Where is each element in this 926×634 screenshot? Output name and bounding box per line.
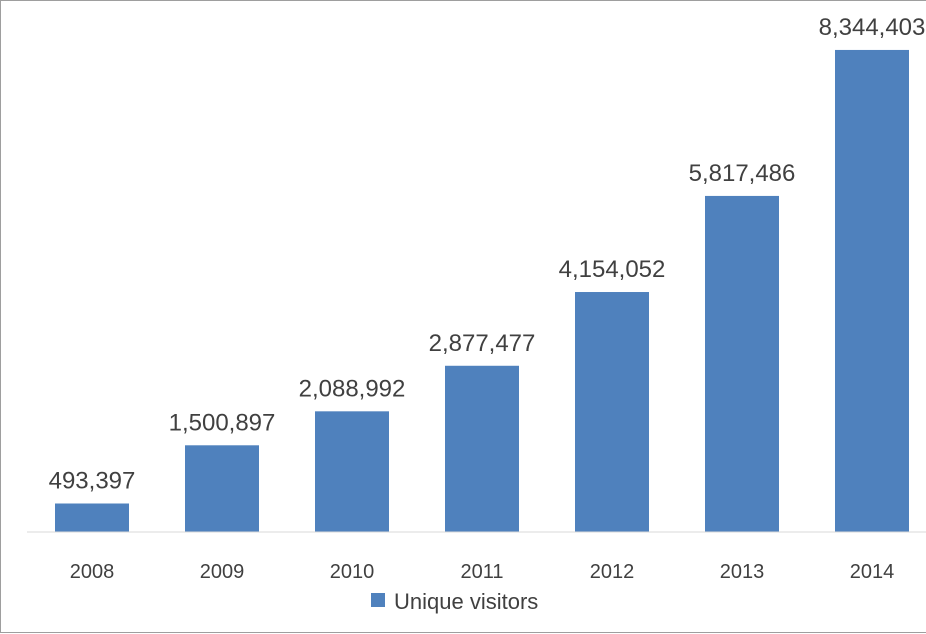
x-tick-label-2014: 2014 <box>850 561 895 583</box>
legend: Unique visitors <box>371 589 538 614</box>
bar-2008 <box>55 503 129 532</box>
data-label-2011: 2,877,477 <box>429 330 536 357</box>
data-label-2008: 493,397 <box>49 467 136 494</box>
x-tick-label-2011: 2011 <box>460 561 503 583</box>
x-tick-label-2012: 2012 <box>590 561 635 583</box>
bar-2011 <box>445 365 519 532</box>
legend-label: Unique visitors <box>394 589 538 614</box>
data-label-2012: 4,154,052 <box>559 256 666 283</box>
data-label-2014: 8,344,403 <box>819 14 926 41</box>
data-labels-layer: 493,397 1,500,897 2,088,992 2,877,477 4,154,… <box>49 14 926 495</box>
bar-2012 <box>575 292 649 532</box>
x-tick-label-2009: 2009 <box>200 561 245 583</box>
x-tick-labels-layer: 2008 2009 2010 2011 2012 2013 2014 <box>70 561 895 583</box>
bar-2009 <box>185 445 259 532</box>
data-label-2010: 2,088,992 <box>299 375 406 402</box>
data-label-2009: 1,500,897 <box>169 409 276 436</box>
bars-layer <box>55 49 909 532</box>
bar-2010 <box>315 411 389 532</box>
x-tick-label-2013: 2013 <box>720 561 765 583</box>
data-label-2013: 5,817,486 <box>689 160 796 187</box>
bar-2013 <box>705 195 779 532</box>
x-tick-label-2010: 2010 <box>330 561 375 583</box>
legend-swatch <box>371 593 385 607</box>
bar-2014 <box>835 49 909 532</box>
x-tick-label-2008: 2008 <box>70 561 115 583</box>
